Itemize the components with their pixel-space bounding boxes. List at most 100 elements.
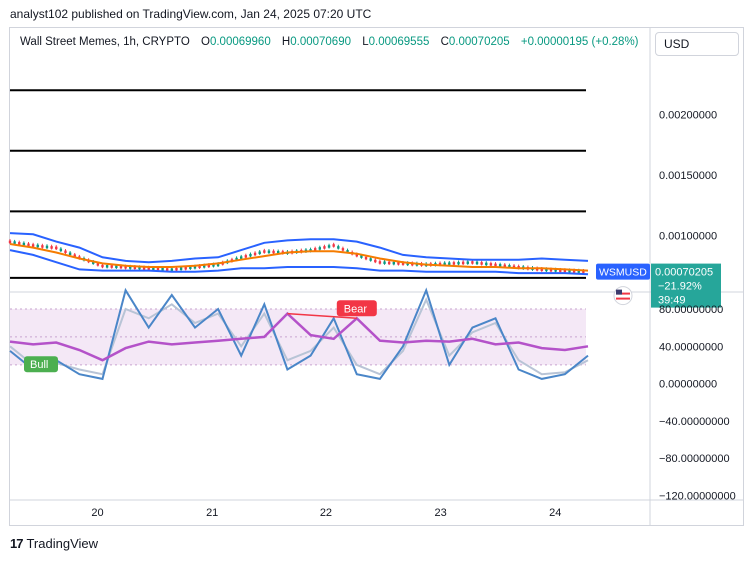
candle-body <box>512 265 516 269</box>
close-label: C <box>440 36 449 48</box>
candle-body <box>364 256 368 260</box>
candle-body <box>572 270 576 273</box>
candle-body <box>105 265 109 268</box>
stoch-k-line <box>9 287 589 381</box>
candle-body <box>152 267 155 270</box>
candle-body <box>8 240 12 244</box>
candle-body <box>545 268 548 272</box>
time-tick-label: 20 <box>91 507 103 519</box>
candle-body <box>341 248 345 251</box>
time-tick-label: 23 <box>434 507 446 519</box>
tradingview-footer[interactable]: 17 TradingView <box>10 536 98 551</box>
candle-body <box>466 261 469 264</box>
candle-body <box>263 250 266 253</box>
candle-body <box>203 265 206 268</box>
candle-body <box>559 269 562 272</box>
candle-body <box>249 253 252 257</box>
tradingview-logo-icon: 17 <box>10 536 24 551</box>
lower-band-line <box>9 249 589 276</box>
candle-body <box>577 270 580 273</box>
oscillator-tick-label: 40.00000000 <box>659 341 723 353</box>
candle-body <box>179 267 183 270</box>
candle-body <box>240 256 243 259</box>
oscillator-tick-label: −40.00000000 <box>659 416 730 428</box>
candle-body <box>480 262 483 265</box>
candle-body <box>318 247 322 250</box>
us-flag-icon <box>613 286 633 306</box>
candle-body <box>448 262 451 265</box>
candle-body <box>129 266 132 269</box>
candle-body <box>461 261 465 265</box>
flag-canton <box>616 289 622 295</box>
candle-body <box>115 265 118 269</box>
chart-frame <box>9 27 744 526</box>
candle-body <box>549 268 553 272</box>
candle-body <box>36 244 39 248</box>
candle-body <box>582 270 585 273</box>
candle-body <box>443 262 446 266</box>
candle-body <box>387 261 391 265</box>
price-tick-label: 0.00100000 <box>659 231 717 243</box>
published-banner: analyst102 published on TradingView.com,… <box>10 7 372 21</box>
candle-body <box>41 245 44 248</box>
candle-body <box>31 244 35 247</box>
currency-button[interactable]: USD <box>655 32 739 56</box>
candle-body <box>13 241 16 244</box>
bear-signal-badge <box>336 300 377 317</box>
candle-body <box>235 257 238 261</box>
candle-body <box>133 266 137 270</box>
candle-body <box>96 263 100 266</box>
candle-body <box>92 261 95 264</box>
candle-body <box>253 252 257 256</box>
high-label: H <box>281 36 291 48</box>
candle-body <box>346 250 349 253</box>
close-value: 0.00070205 <box>448 36 510 48</box>
rsi-line <box>9 311 589 362</box>
candle-body <box>258 251 261 255</box>
upper-band-line <box>9 232 589 264</box>
candle-body <box>563 269 567 273</box>
candle-body <box>193 266 197 269</box>
candle-body <box>55 246 58 250</box>
candle-body <box>101 264 104 268</box>
candle-body <box>27 243 30 247</box>
time-tick-label: 21 <box>206 507 218 519</box>
change-value: +0.00000195 (+0.28%) <box>520 36 639 48</box>
bull-signal-badge <box>24 356 58 373</box>
candle-body <box>337 246 340 249</box>
candle-body <box>369 258 372 261</box>
current-change-label: −21.92% <box>658 281 702 293</box>
bull-signal-label: Bull <box>30 359 48 371</box>
candle-body <box>189 266 192 270</box>
candle-body <box>45 245 49 249</box>
candle-body <box>198 265 201 269</box>
symbol-tag-label: WSMUSD <box>599 267 647 279</box>
price-tick-label: 0.00150000 <box>659 170 717 182</box>
ohlc-legend: Wall Street Memes, 1h, CRYPTO O0.0006996… <box>20 36 639 48</box>
tradingview-brand: TradingView <box>26 536 99 551</box>
countdown-label: 39:49 <box>658 295 686 307</box>
candle-body <box>401 262 405 265</box>
candle-body <box>212 264 215 267</box>
symbol-tag <box>596 263 650 280</box>
candle-body <box>184 267 187 270</box>
candle-body <box>438 262 442 266</box>
candle-body <box>313 248 317 251</box>
candle-body <box>535 267 539 271</box>
symbol-title[interactable]: Wall Street Memes, 1h, CRYPTO <box>20 36 190 48</box>
price-tag <box>651 263 721 308</box>
candle-body <box>508 265 511 268</box>
candle-body <box>216 263 220 267</box>
time-tick-label: 24 <box>549 507 561 519</box>
open-value: 0.00069960 <box>209 36 271 48</box>
candle-body <box>170 268 174 271</box>
low-label: L <box>362 36 369 48</box>
low-value: 0.00069555 <box>368 36 430 48</box>
candle-body <box>452 262 456 265</box>
candle-body <box>457 261 460 265</box>
candle-body <box>568 269 571 273</box>
candle-body <box>383 261 386 264</box>
current-price-label: 0.00070205 <box>655 267 713 279</box>
bear-divergence-line <box>287 312 357 320</box>
